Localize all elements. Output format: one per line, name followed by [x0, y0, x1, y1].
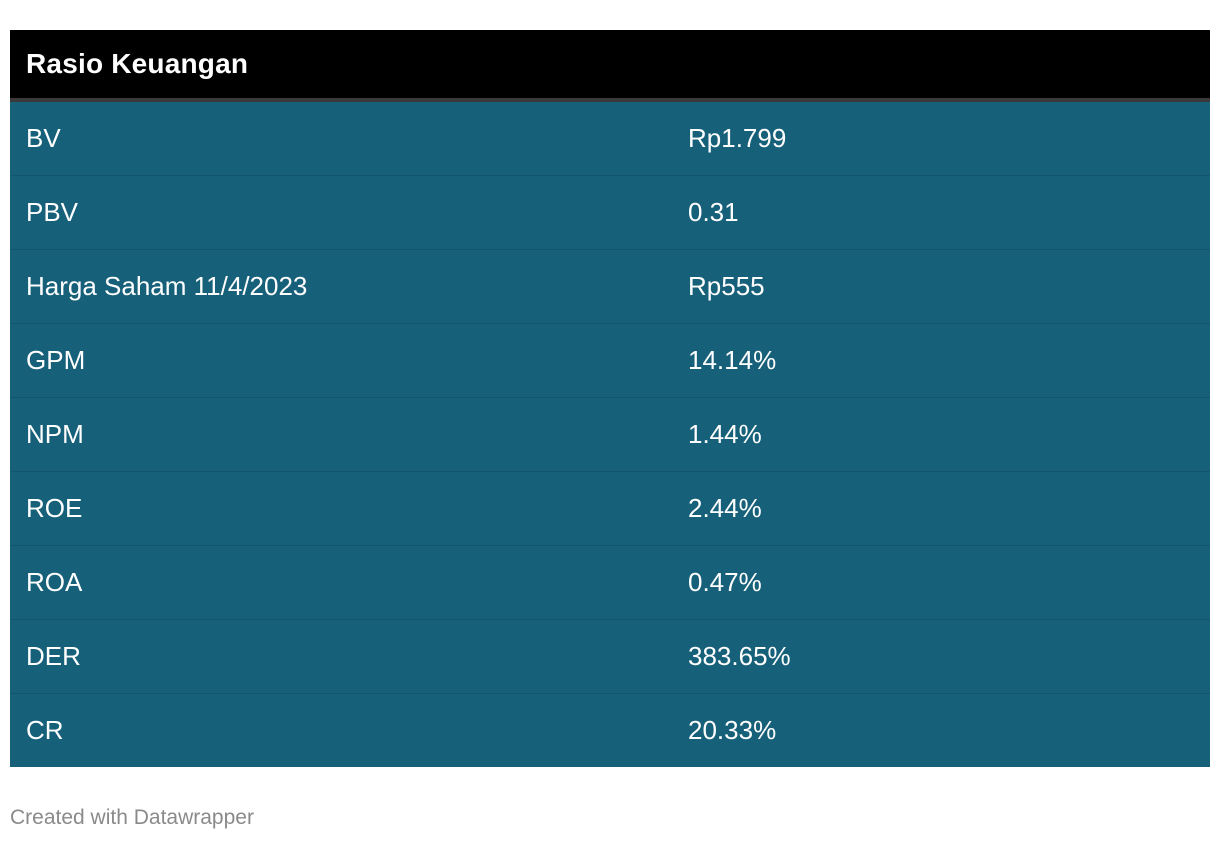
row-value: 0.47%	[688, 567, 762, 597]
table-header: Rasio Keuangan	[10, 30, 1210, 102]
table-title: Rasio Keuangan	[26, 48, 249, 79]
table-row: ROE 2.44%	[10, 472, 1210, 546]
table-body: BV Rp1.799 PBV 0.31 Harga Saham 11/4/2023 Rp5…	[10, 102, 1210, 767]
table-row: NPM 1.44%	[10, 398, 1210, 472]
row-label: Harga Saham 11/4/2023	[26, 271, 308, 301]
table-row: CR 20.33%	[10, 694, 1210, 767]
datawrapper-credit: Created with Datawrapper	[10, 806, 254, 829]
row-value: 14.14%	[688, 345, 777, 375]
row-label: BV	[26, 123, 61, 153]
table-row: GPM 14.14%	[10, 324, 1210, 398]
row-label: ROE	[26, 493, 83, 523]
table-row: ROA 0.47%	[10, 546, 1210, 620]
row-label: NPM	[26, 419, 84, 449]
row-value: 0.31	[688, 197, 739, 227]
row-value: 2.44%	[688, 493, 762, 523]
row-label: CR	[26, 715, 64, 745]
row-label: ROA	[26, 567, 83, 597]
row-value: Rp1.799	[688, 123, 787, 153]
table-row: DER 383.65%	[10, 620, 1210, 694]
row-value: Rp555	[688, 271, 765, 301]
table-row: BV Rp1.799	[10, 102, 1210, 176]
row-value: 20.33%	[688, 715, 777, 745]
financial-ratio-table: Rasio Keuangan BV Rp1.799 PBV 0.31 Harga Sah…	[10, 30, 1210, 767]
table-row: PBV 0.31	[10, 176, 1210, 250]
row-value: 383.65%	[688, 641, 791, 671]
row-label: PBV	[26, 197, 79, 227]
row-label: GPM	[26, 345, 86, 375]
row-value: 1.44%	[688, 419, 762, 449]
row-label: DER	[26, 641, 81, 671]
table-row: Harga Saham 11/4/2023 Rp555	[10, 250, 1210, 324]
